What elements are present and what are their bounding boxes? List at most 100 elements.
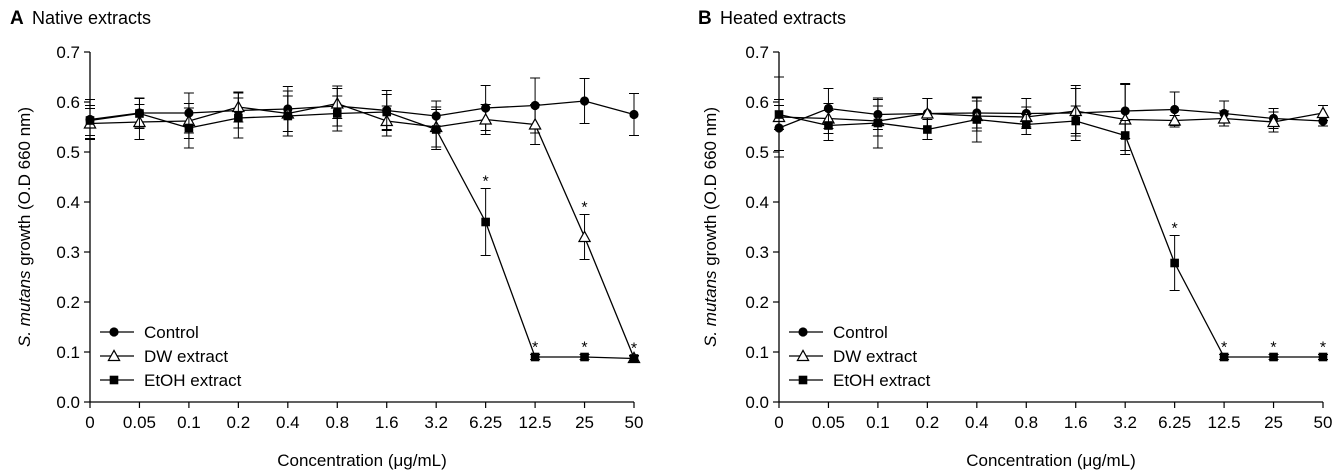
data-point — [1316, 106, 1330, 119]
x-tick-label: 0.4 — [276, 413, 300, 432]
significance-mark: * — [1320, 340, 1326, 357]
data-point — [1269, 352, 1278, 362]
data-point — [528, 117, 542, 130]
x-tick-label: 0 — [774, 413, 783, 432]
data-point — [431, 125, 441, 134]
data-point — [382, 107, 392, 117]
x-tick-label: 6.25 — [469, 413, 502, 432]
y-tick-label: 0.2 — [56, 293, 80, 312]
data-point — [1170, 104, 1180, 115]
y-axis-label-italic: S. mutans — [15, 270, 34, 347]
series-square: * * * — [85, 94, 639, 363]
x-tick-label: 0.8 — [1014, 413, 1038, 432]
y-axis-label: S. mutans growth (O.D 660 nm) — [701, 107, 720, 347]
x-tick-label: 0.05 — [123, 413, 156, 432]
legend-marker — [798, 375, 808, 385]
series-circle — [85, 77, 639, 140]
legend-marker — [796, 349, 810, 362]
data-point — [135, 109, 144, 118]
data-point — [1021, 120, 1031, 129]
series-circle — [774, 83, 1328, 151]
x-axis-label-part: g/mL) — [1092, 451, 1135, 470]
y-tick-label: 0.7 — [745, 43, 769, 62]
legend-label: Control — [144, 323, 199, 342]
significance-mark: * — [631, 341, 637, 358]
legend-label: DW extract — [144, 347, 228, 366]
x-tick-label: 6.25 — [1158, 413, 1191, 432]
x-tick-label: 0.05 — [812, 413, 845, 432]
x-axis-label-part: g/mL) — [403, 451, 446, 470]
series-line — [89, 102, 635, 359]
series-line — [89, 111, 635, 360]
data-point — [530, 352, 540, 362]
legend-label: DW extract — [833, 347, 917, 366]
x-tick-label: 0.1 — [866, 413, 890, 432]
data-point — [481, 217, 490, 227]
series-line — [778, 110, 1324, 123]
y-tick-label: 0.1 — [56, 343, 80, 362]
legend-label: EtOH extract — [833, 371, 931, 390]
significance-mark: * — [532, 340, 538, 357]
data-point — [579, 96, 590, 106]
y-axis-label-italic: S. mutans — [701, 270, 720, 347]
y-axis-label-rest: growth (O.D 660 nm) — [15, 107, 34, 270]
panel-letter: A — [10, 8, 24, 29]
data-point — [580, 352, 589, 362]
data-point — [1170, 258, 1179, 268]
data-point — [1071, 116, 1081, 126]
legend-label: EtOH extract — [144, 371, 242, 390]
series-square: * * * * — [774, 96, 1328, 362]
data-point — [873, 118, 883, 128]
significance-mark: * — [1221, 340, 1227, 357]
data-point — [479, 112, 493, 125]
legend-label: Control — [833, 323, 888, 342]
panel-title: Native extracts — [32, 8, 151, 28]
x-axis-label-part: Concentration ( — [966, 451, 1083, 470]
significance-mark: * — [483, 174, 489, 191]
x-tick-label: 0.4 — [965, 413, 989, 432]
x-axis-label: Concentration (μg/mL) — [966, 451, 1136, 470]
significance-mark: * — [1270, 340, 1276, 357]
y-axis-label: S. mutans growth (O.D 660 nm) — [15, 107, 34, 347]
data-point — [577, 230, 592, 243]
x-tick-label: 50 — [1314, 413, 1333, 432]
x-tick-label: 25 — [1264, 413, 1283, 432]
data-point — [920, 106, 934, 119]
y-tick-label: 0.6 — [56, 93, 80, 112]
data-point — [332, 109, 342, 118]
x-axis-label-mu: μ — [393, 451, 403, 470]
y-tick-label: 0.1 — [745, 343, 769, 362]
data-point — [283, 111, 293, 121]
x-tick-label: 25 — [575, 413, 594, 432]
series-triangle — [772, 76, 1330, 158]
data-point — [629, 109, 639, 120]
legend-marker — [107, 349, 121, 362]
series-line — [778, 113, 1323, 358]
panel-a: A Native extracts 0.0 0.1 0.2 0.3 0.4 0.5 0.6 0.7… — [10, 8, 643, 470]
x-tick-label: 12.5 — [519, 413, 552, 432]
x-tick-label: 0 — [85, 413, 94, 432]
x-tick-label: 50 — [625, 413, 644, 432]
x-tick-label: 1.6 — [375, 413, 399, 432]
y-tick-label: 0.5 — [745, 143, 769, 162]
legend-marker — [109, 327, 119, 337]
y-axis-label-rest: growth (O.D 660 nm) — [701, 107, 720, 270]
data-point — [774, 110, 784, 119]
y-tick-label: 0.5 — [56, 143, 80, 162]
data-point — [923, 125, 932, 134]
x-tick-label: 3.2 — [424, 413, 448, 432]
data-point — [824, 121, 833, 130]
legend: Control DW extract EtOH extract — [100, 323, 242, 390]
series-line — [89, 100, 635, 121]
legend-marker — [798, 327, 808, 337]
significance-mark: * — [581, 340, 587, 357]
y-tick-label: 0.7 — [56, 43, 80, 62]
y-tick-label: 0.4 — [56, 193, 80, 212]
data-point — [972, 115, 982, 124]
data-point — [629, 354, 639, 363]
x-axis-label-mu: μ — [1082, 451, 1092, 470]
x-tick-label: 0.2 — [916, 413, 940, 432]
x-axis-label-part: Concentration ( — [277, 451, 394, 470]
y-tick-label: 0.3 — [745, 243, 769, 262]
